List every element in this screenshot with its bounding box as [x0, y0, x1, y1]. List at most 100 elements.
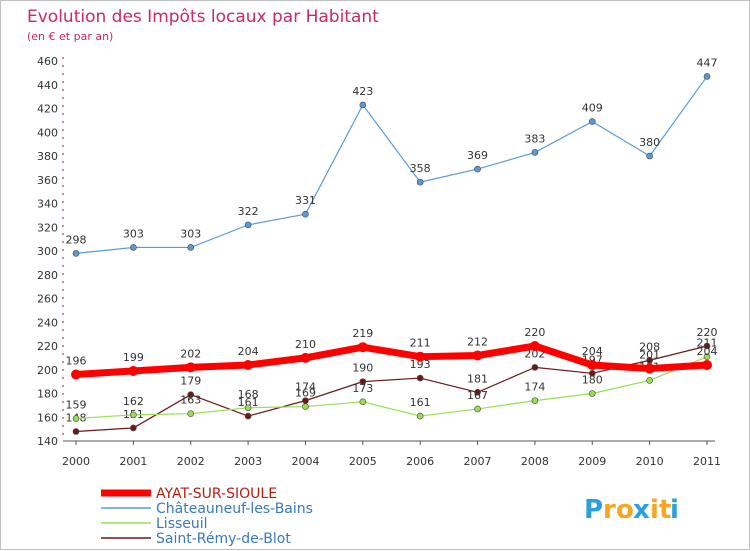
- chart-subtitle: (en € et par an): [27, 30, 113, 43]
- y-tick-label: 200: [37, 364, 58, 377]
- data-point: [703, 353, 711, 360]
- x-tick-label: 2001: [119, 455, 147, 468]
- data-point: [71, 369, 81, 380]
- data-point: [644, 363, 655, 374]
- data-point: [302, 403, 309, 410]
- data-point: [130, 411, 137, 419]
- data-point: [702, 360, 712, 370]
- x-tick-label: 2010: [636, 455, 664, 468]
- logo-letter: r: [603, 495, 616, 525]
- y-tick-label: 460: [37, 55, 58, 68]
- data-label: 208: [639, 340, 660, 353]
- data-point: [244, 404, 252, 412]
- data-label: 219: [352, 327, 373, 340]
- data-point: [474, 405, 481, 413]
- data-point: [703, 342, 711, 350]
- data-point: [243, 360, 254, 370]
- legend-entry: AYAT-SUR-SIOULE: [156, 486, 277, 502]
- data-label: 298: [66, 233, 87, 246]
- data-point: [588, 118, 596, 125]
- y-tick-label: 380: [37, 150, 58, 163]
- data-point: [646, 377, 653, 384]
- data-point: [187, 410, 195, 417]
- data-point: [185, 362, 196, 373]
- data-label: 358: [410, 162, 431, 175]
- series-line: [75, 356, 708, 420]
- data-label: 180: [582, 374, 603, 387]
- data-label: 169: [295, 387, 316, 400]
- x-tick-label: 2007: [464, 455, 492, 468]
- series-layer: 1481511791611741901931812021972082201591…: [66, 56, 718, 435]
- data-label: 168: [238, 388, 259, 401]
- y-tick-label: 280: [37, 269, 58, 282]
- data-point: [187, 244, 195, 251]
- data-label: 380: [639, 136, 660, 149]
- axes: 140 160 180 200 220 240 260 280 300 320 340 360 380 4…: [37, 55, 721, 468]
- y-tick-label: 440: [37, 79, 58, 92]
- data-point: [646, 356, 653, 364]
- y-tick-label: 240: [37, 316, 58, 329]
- data-point: [357, 342, 368, 353]
- data-point: [531, 397, 539, 404]
- data-label: 220: [524, 326, 545, 339]
- x-tick-label: 2003: [234, 455, 262, 468]
- logo-letter: P: [584, 495, 603, 525]
- data-label: 161: [238, 396, 259, 409]
- data-label: 212: [467, 336, 488, 349]
- logo-letter: i: [670, 495, 679, 525]
- data-label: 303: [123, 227, 144, 240]
- data-label: 369: [467, 149, 488, 162]
- data-label: 303: [180, 227, 201, 240]
- data-label: 202: [180, 347, 201, 360]
- data-label: 423: [352, 85, 373, 98]
- logo-letter: x: [633, 495, 650, 525]
- logo-letter: o: [616, 495, 634, 525]
- series-line: [75, 345, 708, 433]
- x-tick-label: 2011: [693, 455, 721, 468]
- chart-title: Evolution des Impôts locaux par Habitant: [27, 7, 379, 27]
- data-label: 204: [582, 345, 603, 358]
- data-point: [472, 350, 483, 361]
- series-3: 148151179161174190193181202197208220: [66, 326, 718, 435]
- x-tick-label: 2009: [578, 455, 606, 468]
- data-label: 204: [697, 345, 718, 358]
- data-point: [474, 165, 481, 173]
- y-tick-label: 420: [37, 103, 58, 116]
- data-label: 161: [410, 396, 431, 409]
- logo-letter: i: [650, 495, 659, 525]
- data-label: 322: [238, 205, 259, 218]
- x-tick-label: 2002: [177, 455, 205, 468]
- legend-entry: Lisseuil: [156, 516, 208, 532]
- y-tick-label: 160: [37, 411, 58, 424]
- data-point: [529, 341, 540, 351]
- series-line: [75, 75, 708, 254]
- data-label: 179: [180, 375, 201, 388]
- data-point: [302, 210, 309, 218]
- data-label: 383: [524, 132, 545, 145]
- data-point: [474, 389, 481, 396]
- data-point: [359, 378, 367, 385]
- data-label: 174: [295, 381, 316, 394]
- y-tick-label: 180: [37, 388, 58, 401]
- data-label: 196: [66, 355, 87, 368]
- data-point: [531, 364, 539, 371]
- data-point: [130, 244, 137, 251]
- data-point: [72, 428, 80, 435]
- data-point: [187, 391, 195, 398]
- series-1: 298 303 303 322 331 423 358 369 383 409 380 447: [66, 56, 718, 257]
- data-label: 447: [697, 56, 718, 69]
- x-tick-label: 2004: [291, 455, 319, 468]
- data-label: 167: [467, 389, 488, 402]
- x-tick-label: 2006: [406, 455, 434, 468]
- data-point: [416, 374, 424, 382]
- data-point: [300, 352, 311, 363]
- data-label: 173: [352, 382, 373, 395]
- data-label: 210: [295, 338, 316, 351]
- data-point: [244, 412, 252, 420]
- data-point: [72, 415, 80, 422]
- logo-letter: t: [659, 495, 671, 525]
- data-label: 409: [582, 102, 603, 115]
